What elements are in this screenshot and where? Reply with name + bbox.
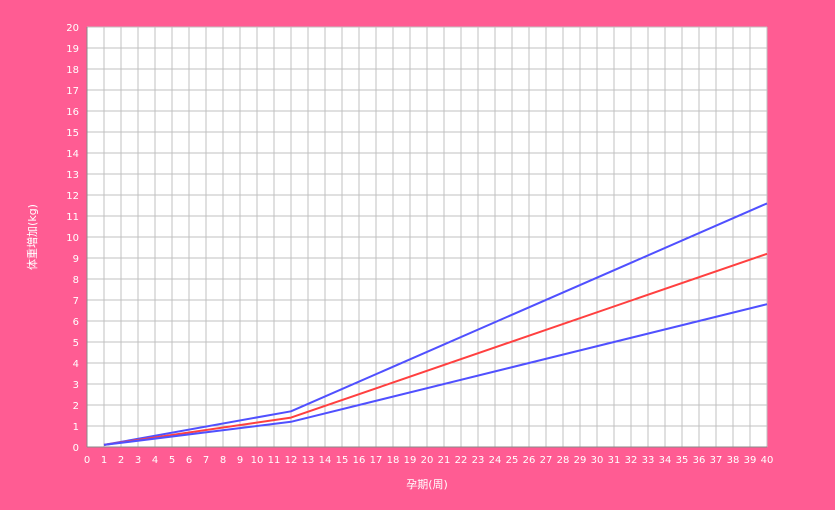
- x-axis-ticks: 0 1 2 3 4 5 6 7 8 9 10 11 12 13 14 15 16 17 18 19 20 21 22 23 24…: [84, 455, 774, 466]
- x-tick-label: 13: [302, 455, 315, 466]
- x-tick-label: 24: [489, 455, 502, 466]
- x-tick-label: 17: [370, 455, 383, 466]
- x-tick-label: 6: [186, 455, 192, 466]
- x-tick-label: 33: [642, 455, 655, 466]
- x-tick-label: 20: [421, 455, 434, 466]
- x-tick-label: 3: [135, 455, 141, 466]
- x-tick-label: 2: [118, 455, 124, 466]
- x-tick-label: 40: [761, 455, 774, 466]
- x-tick-label: 19: [404, 455, 417, 466]
- y-tick-label: 3: [73, 380, 79, 391]
- y-tick-label: 19: [66, 44, 79, 55]
- y-tick-label: 6: [73, 317, 79, 328]
- x-tick-label: 21: [438, 455, 451, 466]
- x-tick-label: 38: [727, 455, 740, 466]
- x-tick-label: 4: [152, 455, 158, 466]
- x-tick-label: 30: [591, 455, 604, 466]
- x-tick-label: 27: [540, 455, 553, 466]
- series-line-1: [103, 202, 768, 446]
- x-tick-label: 29: [574, 455, 587, 466]
- x-tick-label: 14: [319, 455, 332, 466]
- y-tick-label: 15: [66, 128, 79, 139]
- x-tick-label: 28: [557, 455, 570, 466]
- x-tick-label: 1: [101, 455, 107, 466]
- y-tick-label: 14: [66, 149, 79, 160]
- x-tick-label: 31: [608, 455, 621, 466]
- x-tick-label: 5: [169, 455, 175, 466]
- y-tick-label: 2: [73, 401, 79, 412]
- y-tick-label: 11: [66, 212, 79, 223]
- x-tick-label: 15: [336, 455, 349, 466]
- y-tick-label: 1: [73, 422, 79, 433]
- y-tick-label: 8: [73, 275, 79, 286]
- x-tick-label: 9: [237, 455, 243, 466]
- y-axis-title: 体重増加(kg): [25, 204, 39, 270]
- y-tick-label: 13: [66, 170, 79, 181]
- y-tick-label: 17: [66, 86, 79, 97]
- y-tick-label: 18: [66, 65, 79, 76]
- y-tick-label: 7: [73, 296, 79, 307]
- x-tick-label: 11: [268, 455, 281, 466]
- x-axis-title: 孕期(周): [406, 478, 448, 491]
- x-tick-label: 22: [455, 455, 468, 466]
- x-tick-label: 32: [625, 455, 638, 466]
- y-tick-label: 4: [73, 359, 79, 370]
- x-tick-label: 26: [523, 455, 536, 466]
- y-tick-label: 5: [73, 338, 79, 349]
- x-tick-label: 23: [472, 455, 485, 466]
- series-line-2: [103, 252, 768, 446]
- x-tick-label: 18: [387, 455, 400, 466]
- x-tick-label: 10: [251, 455, 264, 466]
- x-tick-label: 8: [220, 455, 226, 466]
- x-tick-label: 35: [676, 455, 689, 466]
- y-tick-label: 10: [66, 233, 79, 244]
- x-tick-label: 39: [744, 455, 757, 466]
- x-tick-label: 12: [285, 455, 298, 466]
- y-tick-label: 20: [66, 23, 79, 34]
- x-tick-label: 0: [84, 455, 90, 466]
- x-tick-label: 37: [710, 455, 723, 466]
- series-layer: [103, 202, 768, 446]
- y-tick-label: 9: [73, 254, 79, 265]
- y-tick-label: 0: [73, 443, 79, 454]
- y-tick-label: 12: [66, 191, 79, 202]
- y-tick-label: 16: [66, 107, 79, 118]
- x-tick-label: 7: [203, 455, 209, 466]
- x-tick-label: 34: [659, 455, 672, 466]
- grid: [86, 26, 768, 448]
- x-tick-label: 25: [506, 455, 519, 466]
- x-tick-label: 36: [693, 455, 706, 466]
- series-line-3: [103, 303, 768, 446]
- x-tick-label: 16: [353, 455, 366, 466]
